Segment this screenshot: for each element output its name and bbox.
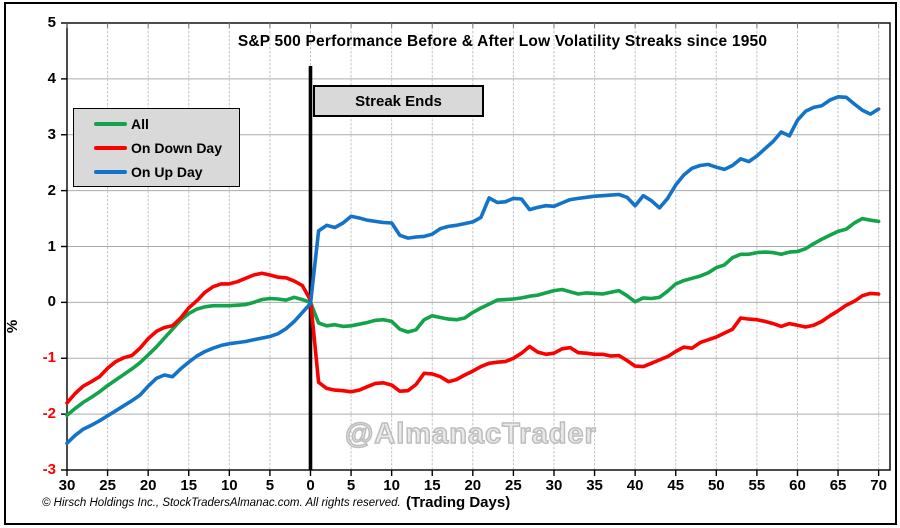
y-tick-label: 2: [47, 181, 56, 199]
legend-line-swatch-up-day: [94, 169, 127, 174]
y-tick-label: 1: [47, 237, 56, 255]
y-tick-label: -3: [42, 461, 56, 478]
x-tick-label: 20: [464, 477, 482, 494]
x-tick-label: 25: [505, 477, 522, 494]
legend-label-up-day: On Up Day: [131, 163, 203, 180]
x-tick-label: 10: [220, 477, 238, 494]
series-line-all: [65, 216, 881, 418]
chart-title: S&P 500 Performance Before & After Low V…: [237, 33, 768, 50]
x-tick-label: 65: [829, 477, 847, 494]
legend: All On Down Day On Up Day: [73, 108, 240, 187]
x-tick-label: 30: [58, 477, 76, 494]
y-tick-label: -1: [42, 349, 56, 367]
x-tick-label: 45: [667, 477, 685, 494]
x-tick-label: 15: [180, 477, 198, 494]
legend-item-up-day: On Up Day: [74, 163, 239, 181]
x-tick-label: 25: [99, 477, 116, 494]
watermark-text: @AlmanacTrader: [344, 417, 597, 451]
legend-item-down-day: On Down Day: [74, 139, 239, 157]
x-tick-label: 5: [265, 477, 275, 494]
x-tick-label: 15: [423, 477, 441, 494]
x-tick-label: 10: [383, 477, 400, 494]
legend-label-all: All: [131, 115, 149, 132]
streak-ends-label: Streak Ends: [355, 92, 442, 110]
series-line-on-down-day: [65, 271, 881, 405]
legend-item-all: All: [74, 115, 239, 133]
y-tick-label: 5: [47, 14, 56, 31]
x-tick-label: 35: [586, 477, 603, 494]
y-tick-label: 3: [47, 125, 56, 143]
y-axis-title: %: [4, 319, 22, 334]
x-tick-label: 50: [707, 477, 725, 494]
x-tick-label: 60: [789, 477, 806, 494]
x-axis-title: (Trading Days): [406, 494, 511, 511]
legend-label-down-day: On Down Day: [131, 139, 223, 156]
x-tick-label: 30: [545, 477, 563, 494]
y-tick-label: -2: [42, 405, 56, 423]
streak-ends-annotation-box: Streak Ends: [313, 85, 484, 117]
x-tick-label: 20: [139, 477, 157, 494]
x-tick-label: 40: [626, 477, 644, 494]
x-tick-label: 5: [346, 477, 356, 494]
legend-line-swatch-all: [94, 121, 127, 126]
series-line-on-up-day: [65, 95, 881, 446]
x-tick-label: 55: [748, 477, 766, 494]
x-tick-label: 0: [306, 477, 315, 494]
copyright-text: © Hirsch Holdings Inc., StockTradersAlma…: [42, 497, 401, 509]
y-tick-label: 4: [47, 69, 56, 87]
legend-line-swatch-down-day: [94, 145, 127, 150]
y-tick-label: 0: [47, 293, 56, 311]
x-tick-label: 70: [870, 477, 887, 494]
